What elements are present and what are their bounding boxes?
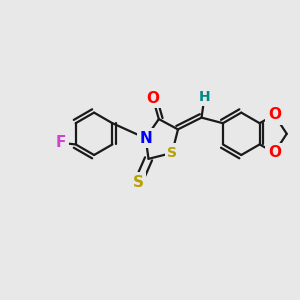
Text: O: O xyxy=(268,145,281,160)
Text: O: O xyxy=(268,107,281,122)
Text: S: S xyxy=(133,175,144,190)
Text: S: S xyxy=(167,146,177,160)
Text: N: N xyxy=(139,131,152,146)
Text: H: H xyxy=(199,90,210,104)
Text: F: F xyxy=(56,135,66,150)
Text: O: O xyxy=(146,91,159,106)
